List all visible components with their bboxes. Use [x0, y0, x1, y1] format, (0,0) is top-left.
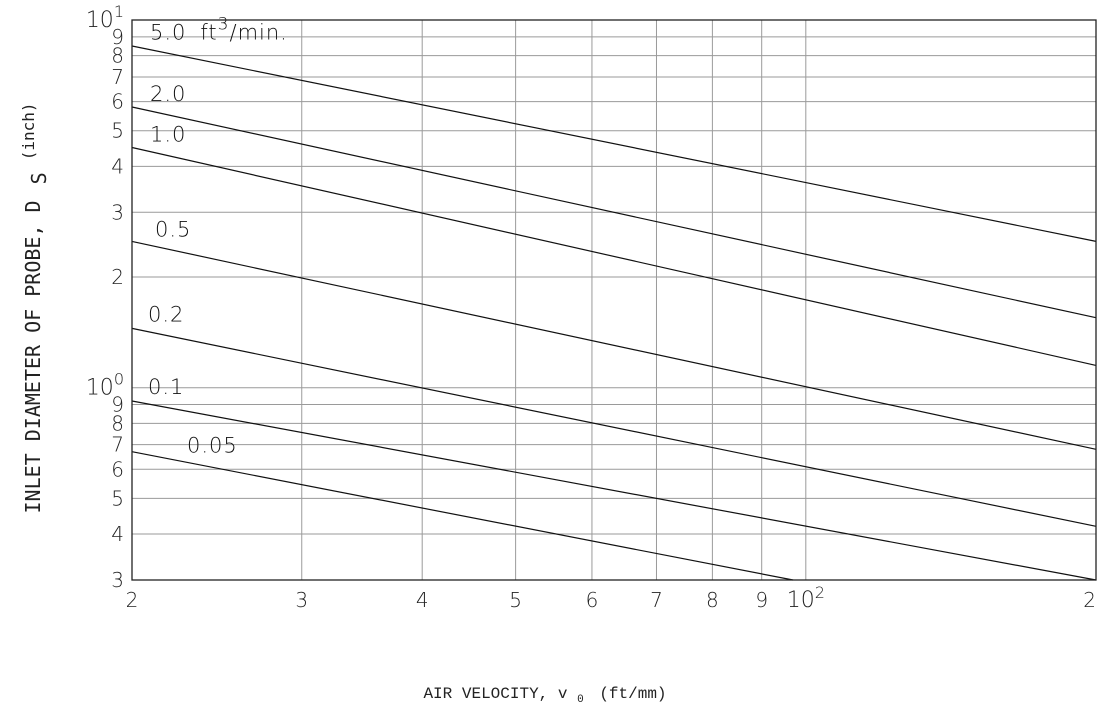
y-tick-label: 8	[111, 44, 124, 68]
y-tick-label: 7	[111, 65, 124, 89]
series-line	[131, 400, 1097, 581]
series-label: 1.0	[150, 123, 186, 147]
y-tick-label: 5	[111, 486, 124, 510]
series-label: 0.1	[148, 375, 184, 399]
x-tick-label: 2	[1083, 588, 1096, 612]
x-tick-label: 9	[755, 588, 768, 612]
series-line	[131, 240, 1097, 450]
y-axis-label-text: INLET DIAMETER OF PROBE, D	[21, 200, 45, 513]
y-tick-label: 9	[111, 25, 124, 49]
curve-labels: 5.0 ft3/min. 2.0 1.0 0.5 0.2 0.1 0.05	[148, 15, 288, 458]
y-tick-label: 101	[86, 2, 124, 33]
y-axis-label-sub: S	[27, 172, 51, 184]
x-axis-label-sub: 0	[577, 694, 584, 706]
y-tick-label: 3	[111, 568, 124, 592]
series-line	[131, 106, 1097, 319]
y-tick-label: 100	[86, 370, 124, 401]
x-tick-label: 7	[650, 588, 663, 612]
series-label: 2.0	[150, 82, 186, 106]
y-tick-label: 6	[111, 90, 124, 114]
x-tick-label: 6	[586, 588, 599, 612]
series-label: 5.0 ft3/min.	[150, 15, 288, 45]
y-tick-label: 3	[111, 200, 124, 224]
y-tick-label: 9	[111, 393, 124, 417]
y-tick-label: 4	[111, 154, 124, 178]
series-label: 0.5	[155, 217, 191, 241]
y-axis-label-unit: (inch)	[19, 102, 38, 160]
x-tick-label: 3	[295, 588, 308, 612]
grid	[131, 19, 1097, 581]
x-tick-label: 2	[126, 588, 139, 612]
x-axis-label-unit: (ft/mm)	[599, 685, 666, 703]
y-tick-label: 4	[111, 522, 124, 546]
series-line	[131, 45, 1097, 242]
y-tick-label: 7	[111, 433, 124, 457]
y-tick-label: 6	[111, 457, 124, 481]
plot-frame	[131, 19, 1097, 581]
x-tick-label: 8	[706, 588, 719, 612]
x-tick-label: 102	[787, 583, 825, 613]
series-label: 0.05	[187, 433, 238, 457]
x-axis-label-text: AIR VELOCITY, v	[423, 685, 567, 703]
y-tick-label: 5	[111, 119, 124, 143]
y-tick-label: 2	[111, 265, 124, 289]
y-axis-label: INLET DIAMETER OF PROBE, D S (inch)	[19, 102, 51, 513]
curves	[131, 45, 1097, 581]
series-line	[131, 451, 794, 581]
x-tick-label: 5	[509, 588, 522, 612]
x-tick-label: 4	[416, 588, 429, 612]
y-tick-label: 8	[111, 411, 124, 435]
series-label: 0.2	[148, 303, 184, 327]
series-line	[131, 146, 1097, 366]
x-axis-label: AIR VELOCITY, v 0 (ft/mm)	[423, 685, 666, 707]
series-line	[131, 327, 1097, 527]
